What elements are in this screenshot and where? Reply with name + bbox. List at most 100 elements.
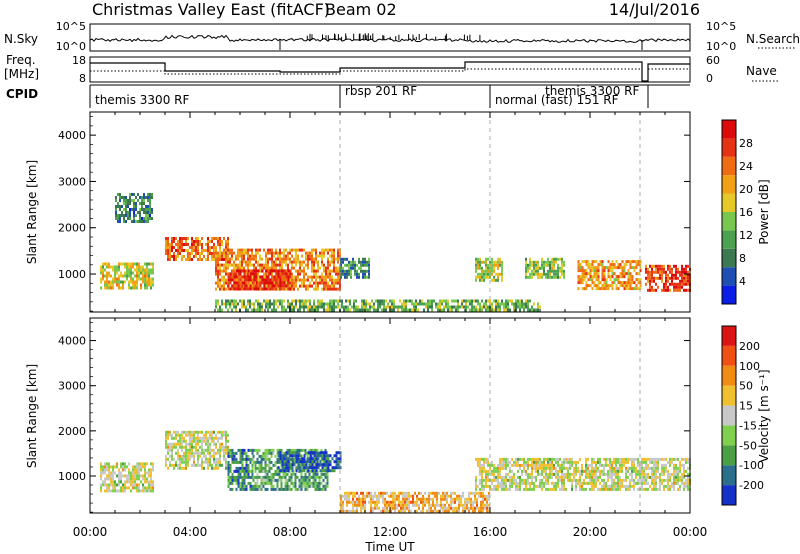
power-cell <box>409 299 411 303</box>
velocity-cell <box>296 448 299 452</box>
velocity-cell <box>633 484 635 488</box>
velocity-cell <box>555 469 557 473</box>
velocity-cell <box>633 487 635 491</box>
velocity-cell <box>189 457 191 461</box>
velocity-cell <box>140 462 142 466</box>
velocity-cell <box>531 460 533 464</box>
power-cell <box>227 308 229 312</box>
power-cell <box>625 284 628 288</box>
power-cell <box>523 305 525 309</box>
power-cell <box>195 249 197 252</box>
power-cell <box>123 202 125 205</box>
velocity-cell <box>481 475 483 479</box>
velocity-cell <box>669 487 671 491</box>
power-cell <box>311 269 313 273</box>
velocity-cell <box>631 469 633 473</box>
power-cell <box>595 266 598 270</box>
power-cell <box>411 299 413 303</box>
velocity-cell <box>219 451 221 455</box>
velocity-cell <box>583 478 585 482</box>
power-cell <box>561 272 563 276</box>
power-cell <box>269 302 271 306</box>
power-cell <box>491 269 493 273</box>
power-cell <box>685 273 687 277</box>
power-cell <box>653 288 655 292</box>
power-cell <box>273 266 275 270</box>
power-cell <box>659 264 661 268</box>
power-cell <box>293 275 295 279</box>
velocity-cell <box>370 506 372 510</box>
power-cell <box>533 266 535 270</box>
power-cell <box>291 305 293 309</box>
power-cell <box>247 284 249 288</box>
velocity-cell <box>247 466 250 470</box>
velocity-cell <box>679 478 681 482</box>
power-cell <box>475 278 477 282</box>
velocity-cell <box>195 451 197 455</box>
power-colorbar-tick: 4 <box>739 275 746 288</box>
power-cell <box>601 284 604 288</box>
velocity-cell <box>402 503 404 507</box>
velocity-cell <box>110 480 112 484</box>
velocity-cell <box>311 451 314 455</box>
velocity-cell <box>340 509 342 513</box>
power-cell <box>667 279 669 283</box>
velocity-cell <box>258 469 261 473</box>
power-cell <box>148 283 150 287</box>
velocity-cell <box>603 466 605 470</box>
velocity-cell <box>189 442 191 446</box>
power-cell <box>362 260 364 264</box>
power-cell <box>366 275 368 279</box>
velocity-cell <box>266 487 269 491</box>
velocity-cell <box>346 500 348 504</box>
velocity-cell <box>595 466 597 470</box>
power-cell <box>133 199 135 202</box>
power-cell <box>127 199 129 202</box>
power-cell <box>235 284 238 288</box>
velocity-cell <box>187 430 189 434</box>
power-cell <box>115 211 117 214</box>
velocity-cell <box>665 484 667 488</box>
velocity-cell <box>324 475 327 479</box>
power-cell <box>687 270 689 274</box>
velocity-cell <box>177 466 179 470</box>
power-ytick-label: 2000 <box>58 222 86 235</box>
power-cell <box>525 275 527 279</box>
velocity-cell <box>436 509 438 513</box>
power-cell <box>653 270 655 274</box>
velocity-cell <box>340 503 342 507</box>
velocity-cell <box>633 460 635 464</box>
power-cell <box>253 269 256 273</box>
velocity-cell <box>249 448 252 452</box>
velocity-cell <box>434 494 436 498</box>
velocity-cell <box>327 463 330 467</box>
velocity-cell <box>264 463 267 467</box>
velocity-cell <box>659 472 661 476</box>
velocity-cell <box>283 460 286 464</box>
power-cell <box>537 275 539 279</box>
power-cell <box>366 269 368 273</box>
power-cell <box>283 278 286 282</box>
power-cell <box>199 252 201 255</box>
velocity-cell <box>565 460 567 464</box>
velocity-cell <box>474 506 476 510</box>
power-cell <box>116 283 118 287</box>
power-cell <box>255 308 257 312</box>
velocity-cell <box>132 468 134 472</box>
power-cell <box>631 281 634 285</box>
velocity-cell <box>635 457 637 461</box>
velocity-cell <box>390 509 392 513</box>
velocity-cell <box>175 430 177 434</box>
power-cell <box>116 265 118 269</box>
velocity-cell <box>671 472 673 476</box>
power-cell <box>529 272 531 276</box>
power-cell <box>331 302 333 306</box>
power-cell <box>257 299 259 303</box>
velocity-cell <box>237 475 240 479</box>
velocity-cell <box>235 457 238 461</box>
power-cell <box>301 299 303 303</box>
power-cell <box>362 269 364 273</box>
velocity-cell <box>482 497 484 501</box>
velocity-cell <box>213 460 215 464</box>
velocity-cell <box>327 457 330 461</box>
